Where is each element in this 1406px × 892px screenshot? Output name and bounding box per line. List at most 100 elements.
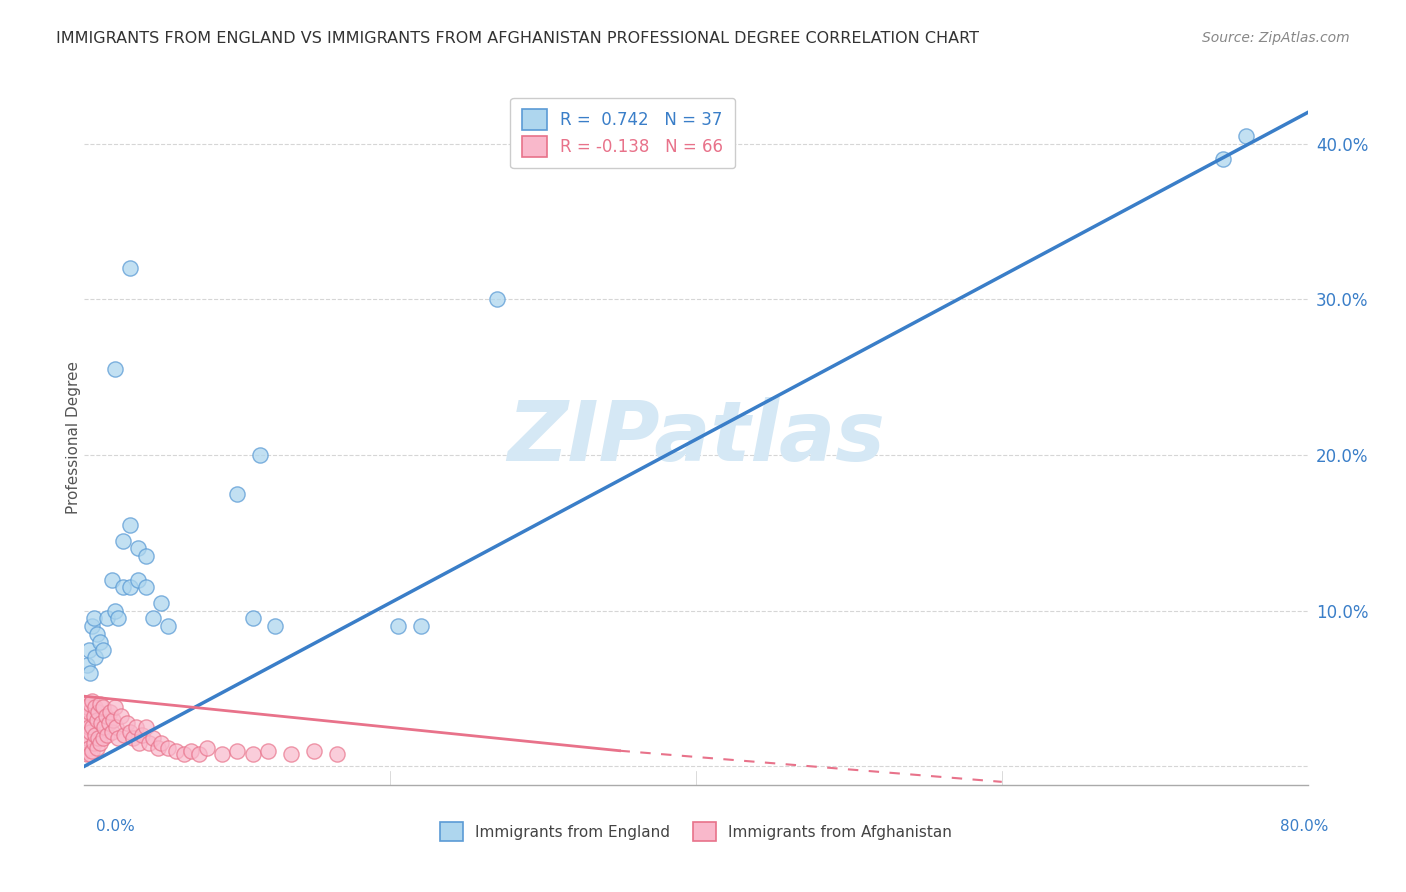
Point xyxy=(84,728,107,742)
Point xyxy=(77,705,100,719)
Point xyxy=(180,744,202,758)
Point xyxy=(115,715,138,730)
Point xyxy=(77,740,100,755)
Point xyxy=(111,533,134,548)
Point xyxy=(226,744,249,758)
Point xyxy=(127,573,149,587)
Point xyxy=(135,720,157,734)
Point xyxy=(89,634,111,648)
Point xyxy=(87,705,110,719)
Point xyxy=(142,611,165,625)
Point xyxy=(325,747,347,761)
Point xyxy=(76,747,98,761)
Point xyxy=(89,736,111,750)
Point xyxy=(135,549,157,563)
Point xyxy=(486,293,509,307)
Point xyxy=(149,596,172,610)
Text: IMMIGRANTS FROM ENGLAND VS IMMIGRANTS FROM AFGHANISTAN PROFESSIONAL DEGREE CORRE: IMMIGRANTS FROM ENGLAND VS IMMIGRANTS FR… xyxy=(56,31,979,46)
Point xyxy=(101,725,124,739)
Point xyxy=(165,744,187,758)
Text: ZIPatlas: ZIPatlas xyxy=(508,397,884,477)
Point xyxy=(249,448,271,462)
Point xyxy=(84,700,107,714)
Text: 80.0%: 80.0% xyxy=(1281,820,1329,834)
Point xyxy=(111,580,134,594)
Point xyxy=(107,611,129,625)
Point xyxy=(76,700,98,714)
Point xyxy=(127,541,149,556)
Point xyxy=(79,725,101,739)
Point xyxy=(188,747,211,761)
Point xyxy=(104,604,127,618)
Point xyxy=(157,619,180,633)
Point xyxy=(98,705,121,719)
Point xyxy=(122,731,145,746)
Point xyxy=(264,619,287,633)
Point xyxy=(96,611,118,625)
Point xyxy=(83,611,105,625)
Point xyxy=(120,725,142,739)
Point xyxy=(75,713,97,727)
Point xyxy=(110,709,132,723)
Point xyxy=(91,642,114,657)
Point xyxy=(107,731,129,746)
Point xyxy=(1236,128,1258,143)
Point xyxy=(135,580,157,594)
Point xyxy=(242,611,264,625)
Point xyxy=(120,518,142,533)
Point xyxy=(146,740,169,755)
Point xyxy=(76,731,98,746)
Point xyxy=(91,731,114,746)
Point xyxy=(97,715,120,730)
Point xyxy=(120,261,142,276)
Point xyxy=(138,736,160,750)
Point xyxy=(211,747,233,761)
Point xyxy=(195,740,218,755)
Point xyxy=(80,744,103,758)
Point xyxy=(104,700,127,714)
Point xyxy=(128,736,150,750)
Point xyxy=(101,573,124,587)
Point xyxy=(90,715,112,730)
Point xyxy=(83,736,105,750)
Point xyxy=(79,697,101,711)
Point xyxy=(89,697,111,711)
Point xyxy=(75,697,97,711)
Point xyxy=(84,650,107,665)
Point xyxy=(79,747,101,761)
Point xyxy=(87,731,110,746)
Point xyxy=(96,728,118,742)
Point xyxy=(105,720,128,734)
Point xyxy=(131,728,153,742)
Point xyxy=(80,694,103,708)
Point xyxy=(79,665,101,680)
Text: 0.0%: 0.0% xyxy=(96,820,135,834)
Point xyxy=(125,720,148,734)
Point xyxy=(91,700,114,714)
Point xyxy=(76,715,98,730)
Point xyxy=(76,658,98,673)
Point xyxy=(86,627,108,641)
Point xyxy=(142,731,165,746)
Y-axis label: Professional Degree: Professional Degree xyxy=(66,360,80,514)
Point xyxy=(112,728,135,742)
Point xyxy=(86,713,108,727)
Point xyxy=(80,720,103,734)
Point xyxy=(120,580,142,594)
Point xyxy=(1212,153,1234,167)
Point xyxy=(77,642,100,657)
Point xyxy=(86,740,108,755)
Point xyxy=(257,744,280,758)
Point xyxy=(93,720,115,734)
Point xyxy=(242,747,264,761)
Point xyxy=(94,709,117,723)
Point xyxy=(409,619,432,633)
Point xyxy=(104,362,127,376)
Text: Source: ZipAtlas.com: Source: ZipAtlas.com xyxy=(1202,31,1350,45)
Point xyxy=(75,728,97,742)
Point xyxy=(83,709,105,723)
Point xyxy=(80,619,103,633)
Point xyxy=(302,744,325,758)
Point xyxy=(75,744,97,758)
Point xyxy=(280,747,302,761)
